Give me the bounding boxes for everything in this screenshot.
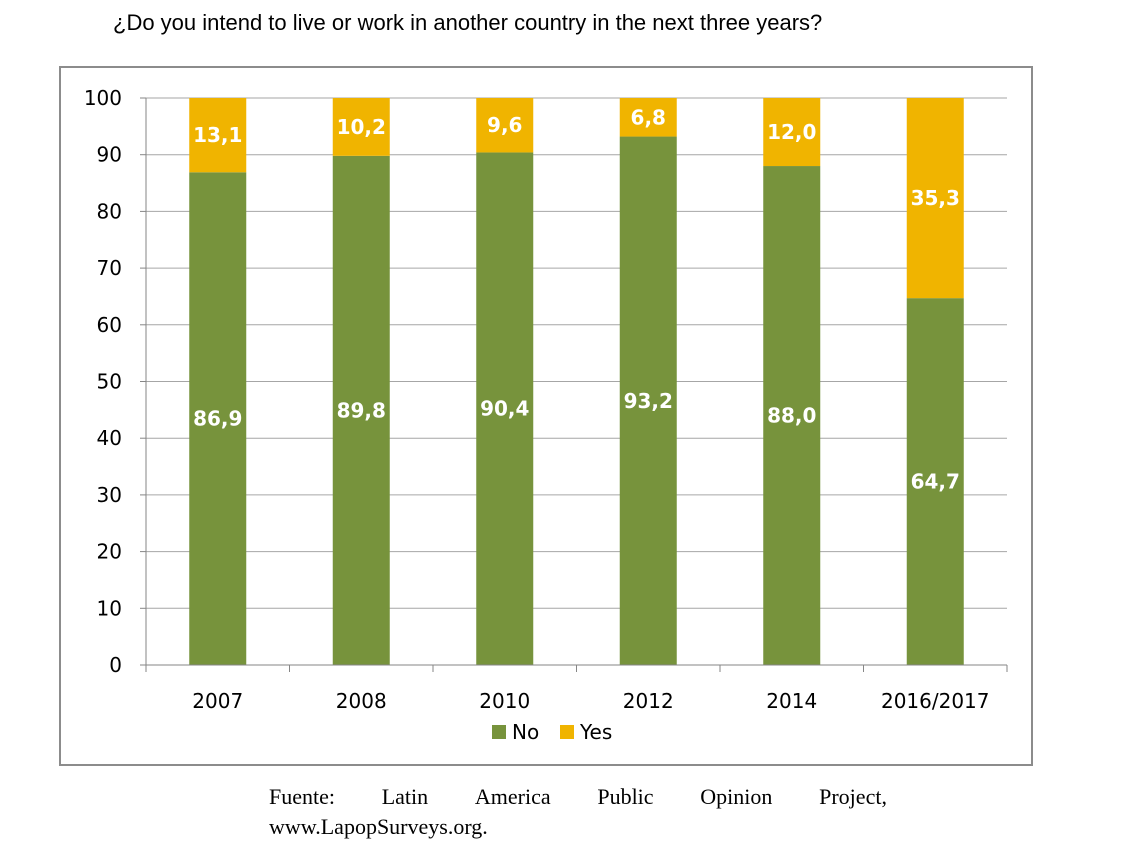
bar-yes: [476, 98, 534, 153]
bar-yes: [763, 98, 821, 167]
source-word: Latin: [381, 784, 429, 809]
data-label: 64,7: [911, 470, 960, 494]
x-tick-label: 2012: [623, 689, 674, 713]
y-tick-label: 0: [109, 653, 122, 677]
y-tick-label: 100: [84, 86, 122, 110]
y-tick-label: 90: [97, 143, 122, 167]
source-word: Public: [597, 784, 654, 809]
x-tick-label: 2010: [479, 689, 530, 713]
y-tick-label: 20: [97, 540, 122, 564]
bar-no: [763, 166, 821, 665]
legend-swatch-no: [492, 725, 506, 739]
x-tick-label: 2014: [766, 689, 817, 713]
legend-label: No: [512, 720, 539, 744]
source-word: Fuente:: [269, 784, 335, 809]
y-tick-label: 70: [97, 256, 122, 280]
y-tick-label: 60: [97, 313, 122, 337]
bar-yes: [906, 98, 964, 299]
y-tick-label: 40: [97, 426, 122, 450]
data-label: 88,0: [767, 404, 816, 428]
bar-no: [332, 155, 390, 666]
source-word: Opinion: [700, 784, 773, 809]
bar-no: [906, 298, 964, 665]
data-label: 9,6: [487, 113, 522, 137]
y-tick-label: 30: [97, 483, 122, 507]
x-tick-label: 2016/2017: [881, 689, 990, 713]
x-tick-label: 2007: [192, 689, 243, 713]
data-label: 10,2: [337, 115, 386, 139]
bar-no: [619, 136, 677, 665]
x-tick-label: 2008: [336, 689, 387, 713]
source-note: Fuente: Latin America Public Opinion Pro…: [269, 782, 887, 842]
data-label: 86,9: [193, 407, 242, 431]
bar-yes: [189, 98, 247, 173]
data-label: 93,2: [624, 389, 673, 413]
bar-no: [189, 172, 247, 665]
chart-title: ¿Do you intend to live or work in anothe…: [113, 10, 823, 35]
bar-yes: [332, 98, 390, 156]
y-tick-label: 80: [97, 199, 122, 223]
y-tick-label: 10: [97, 596, 122, 620]
source-line-1: Fuente: Latin America Public Opinion Pro…: [269, 782, 887, 812]
source-word: America: [474, 784, 551, 809]
y-tick-label: 50: [97, 370, 122, 394]
bar-no: [476, 152, 534, 665]
source-line-2: www.LapopSurveys.org.: [269, 814, 488, 839]
data-label: 12,0: [767, 120, 816, 144]
bar-yes: [619, 98, 677, 137]
data-label: 89,8: [337, 398, 386, 422]
data-label: 35,3: [911, 186, 960, 210]
data-label: 90,4: [480, 397, 529, 421]
chart-frame: 0 10 20 30 40 50 60 70 80 90 100 86,9 13,1 89,8 10,2 90…: [59, 66, 1033, 766]
chart-svg: 0 10 20 30 40 50 60 70 80 90 100 86,9 13,1 89,8 10,2 90…: [84, 86, 1008, 744]
data-label: 13,1: [193, 123, 242, 147]
legend-swatch-yes: [560, 725, 574, 739]
source-word: Project,: [819, 784, 887, 809]
legend-label: Yes: [579, 720, 612, 744]
data-label: 6,8: [631, 105, 666, 129]
